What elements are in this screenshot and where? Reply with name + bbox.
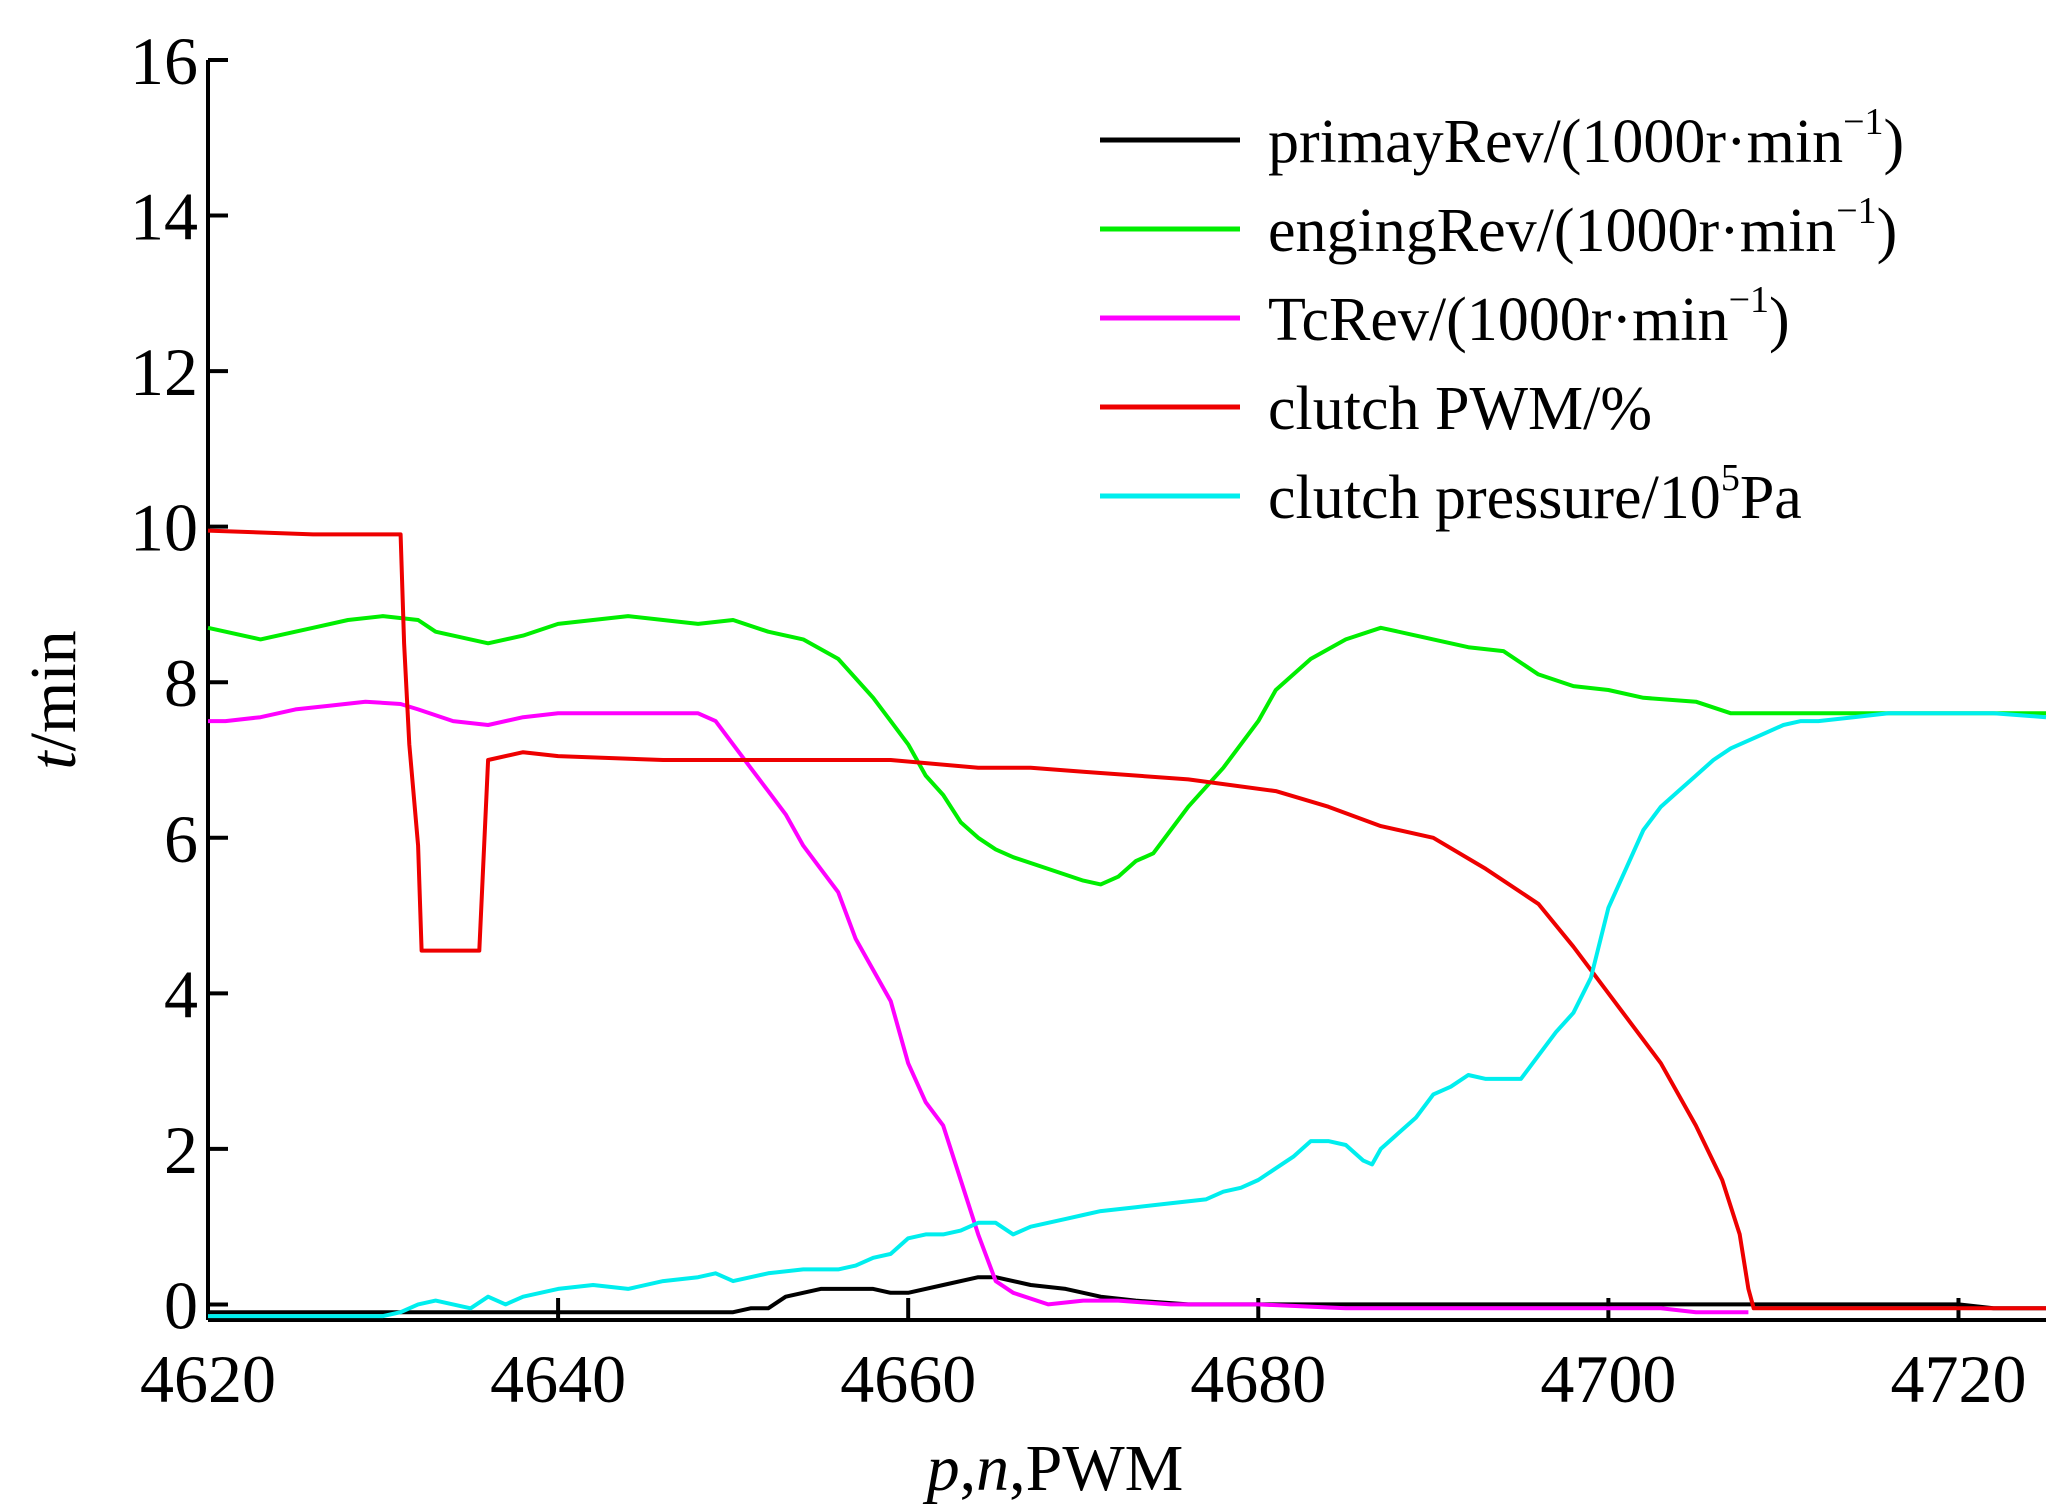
series-line-4 bbox=[207, 528, 2046, 1311]
series-line-3 bbox=[208, 699, 1749, 1315]
x-tick-label: 4640 bbox=[490, 1341, 626, 1417]
y-tick-label: 6 bbox=[164, 801, 198, 877]
x-tick-label: 4620 bbox=[140, 1341, 276, 1417]
legend-label-4: clutch PWM/% bbox=[1268, 375, 1652, 443]
x-tick-label: 4660 bbox=[840, 1341, 976, 1417]
legend-label-3: TcRev/(1000r·min−1) bbox=[1268, 279, 1790, 354]
legend-label-5: clutch pressure/105Pa bbox=[1268, 457, 1802, 532]
y-axis-title: t/min bbox=[17, 630, 90, 769]
y-tick-label: 4 bbox=[164, 956, 198, 1032]
y-tick-label: 8 bbox=[164, 645, 198, 721]
series-line-5 bbox=[208, 711, 2047, 1319]
x-tick-label: 4680 bbox=[1190, 1341, 1326, 1417]
y-tick-label: 14 bbox=[130, 179, 198, 255]
tick-marks: 0 2 4 6 8 10 12 14 16 4620 4640 4660 4680 4700 4720 bbox=[130, 23, 2026, 1417]
legend: primayRev/(1000r·min−1) engingRev/(1000r·… bbox=[1100, 101, 1904, 532]
y-tick-label: 16 bbox=[130, 23, 198, 99]
x-tick-label: 4700 bbox=[1540, 1341, 1676, 1417]
series-line-2 bbox=[207, 614, 2046, 887]
legend-label-2: engingRev/(1000r·min−1) bbox=[1268, 190, 1897, 265]
x-tick-label: 4720 bbox=[1890, 1341, 2026, 1417]
y-tick-label: 12 bbox=[130, 334, 198, 410]
legend-label-1: primayRev/(1000r·min−1) bbox=[1268, 101, 1904, 176]
x-axis-title: p,n,PWM bbox=[923, 1432, 1184, 1505]
series-layer bbox=[207, 528, 2047, 1319]
axes bbox=[206, 60, 2046, 1322]
y-tick-label: 2 bbox=[164, 1112, 198, 1188]
y-tick-label: 10 bbox=[130, 490, 198, 566]
y-tick-label: 0 bbox=[164, 1267, 198, 1343]
